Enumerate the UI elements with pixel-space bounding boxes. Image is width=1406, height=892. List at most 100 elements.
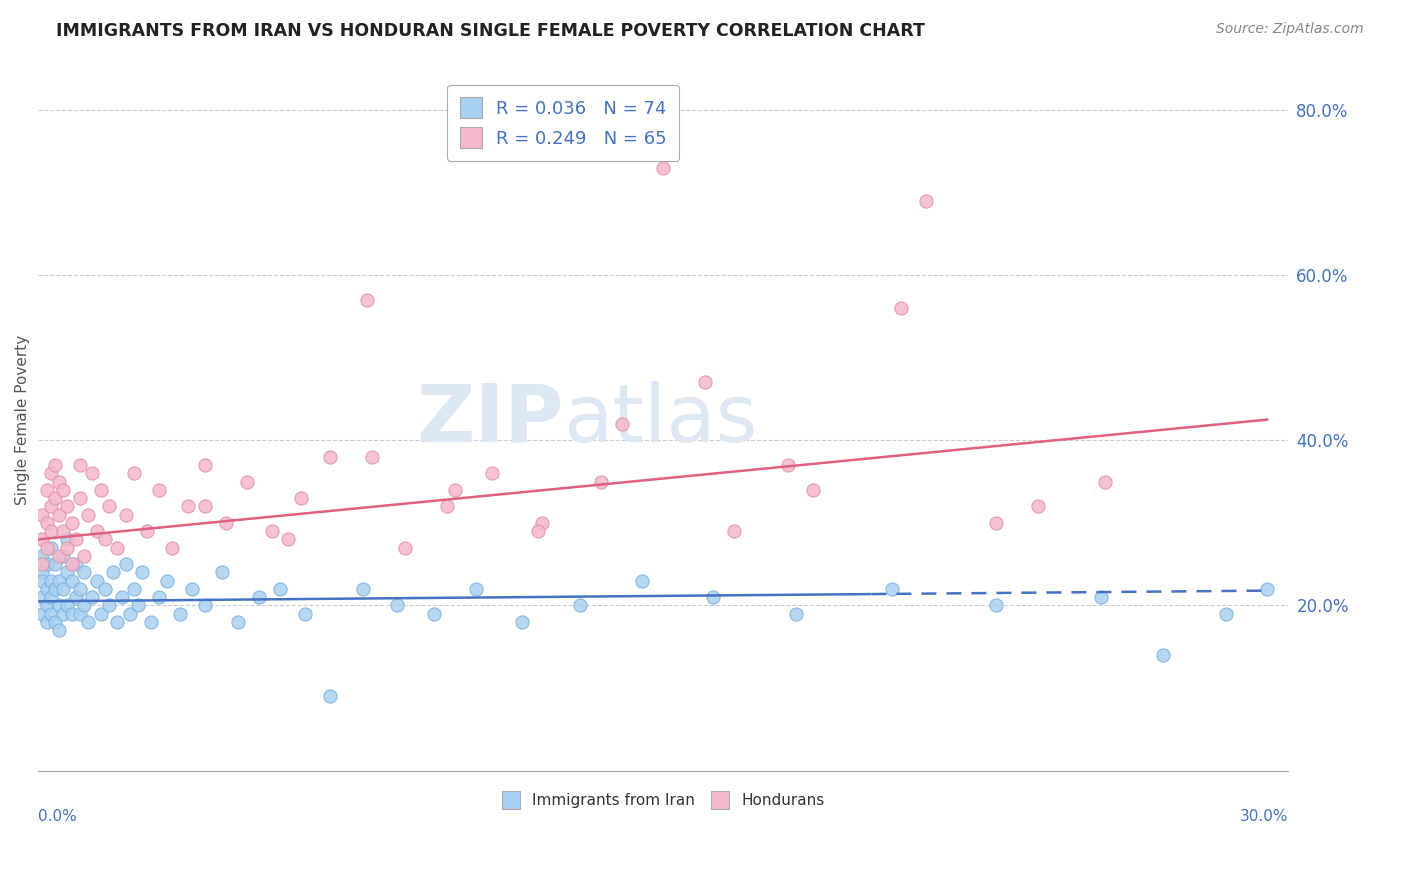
Text: atlas: atlas: [564, 381, 758, 458]
Point: [60, 574, 83, 588]
Point: [360, 450, 382, 464]
Point: [39, 524, 62, 538]
Point: [35, 516, 58, 530]
Point: [778, 458, 800, 472]
Point: [65, 591, 87, 605]
Text: IMMIGRANTS FROM IRAN VS HONDURAN SINGLE FEMALE POVERTY CORRELATION CHART: IMMIGRANTS FROM IRAN VS HONDURAN SINGLE …: [56, 22, 925, 40]
Point: [52, 607, 75, 621]
Point: [122, 582, 145, 596]
Point: [294, 607, 316, 621]
Point: [194, 599, 217, 613]
Point: [98, 599, 121, 613]
Point: [226, 615, 249, 629]
Point: [56, 533, 79, 547]
Point: [44, 582, 66, 596]
Point: [531, 516, 554, 530]
Point: [156, 574, 179, 588]
Point: [65, 557, 87, 571]
Point: [436, 500, 458, 514]
Text: ZIP: ZIP: [416, 381, 564, 458]
Point: [260, 524, 283, 538]
Point: [610, 417, 633, 431]
Point: [882, 582, 904, 596]
Point: [56, 566, 79, 580]
Point: [44, 458, 66, 472]
Point: [785, 607, 807, 621]
Point: [394, 541, 416, 555]
Point: [652, 161, 675, 175]
Text: 30.0%: 30.0%: [1240, 809, 1288, 824]
Point: [39, 607, 62, 621]
Point: [107, 541, 129, 555]
Point: [194, 458, 217, 472]
Point: [235, 475, 257, 489]
Point: [269, 582, 291, 596]
Point: [48, 574, 70, 588]
Point: [1152, 648, 1174, 662]
Point: [31, 533, 53, 547]
Point: [103, 566, 125, 580]
Point: [111, 591, 134, 605]
Point: [107, 615, 129, 629]
Point: [986, 599, 1008, 613]
Point: [319, 450, 342, 464]
Point: [44, 557, 66, 571]
Point: [73, 566, 96, 580]
Point: [90, 483, 112, 497]
Point: [39, 541, 62, 555]
Point: [194, 500, 217, 514]
Point: [35, 582, 58, 596]
Point: [510, 615, 533, 629]
Point: [277, 533, 299, 547]
Point: [77, 615, 100, 629]
Point: [60, 607, 83, 621]
Point: [48, 475, 70, 489]
Point: [114, 508, 136, 522]
Point: [31, 607, 53, 621]
Point: [60, 516, 83, 530]
Point: [914, 194, 936, 208]
Point: [444, 483, 467, 497]
Point: [56, 500, 79, 514]
Point: [464, 582, 486, 596]
Point: [56, 541, 79, 555]
Point: [169, 607, 191, 621]
Point: [52, 524, 75, 538]
Point: [481, 467, 503, 481]
Point: [77, 508, 100, 522]
Point: [65, 533, 87, 547]
Point: [73, 599, 96, 613]
Point: [60, 557, 83, 571]
Point: [35, 599, 58, 613]
Point: [35, 615, 58, 629]
Point: [1215, 607, 1237, 621]
Point: [90, 607, 112, 621]
Point: [44, 615, 66, 629]
Point: [31, 557, 53, 571]
Point: [131, 566, 153, 580]
Point: [319, 690, 342, 704]
Point: [52, 582, 75, 596]
Point: [356, 293, 378, 307]
Point: [86, 524, 108, 538]
Point: [73, 549, 96, 563]
Text: 0.0%: 0.0%: [38, 809, 77, 824]
Point: [693, 376, 716, 390]
Text: Source: ZipAtlas.com: Source: ZipAtlas.com: [1216, 22, 1364, 37]
Point: [890, 301, 912, 315]
Point: [69, 491, 91, 505]
Point: [986, 516, 1008, 530]
Point: [127, 599, 149, 613]
Point: [181, 582, 204, 596]
Point: [48, 549, 70, 563]
Point: [56, 599, 79, 613]
Point: [160, 541, 183, 555]
Point: [86, 574, 108, 588]
Point: [139, 615, 162, 629]
Point: [527, 524, 550, 538]
Point: [568, 599, 591, 613]
Point: [247, 591, 270, 605]
Point: [211, 566, 233, 580]
Point: [1094, 475, 1116, 489]
Point: [1256, 582, 1278, 596]
